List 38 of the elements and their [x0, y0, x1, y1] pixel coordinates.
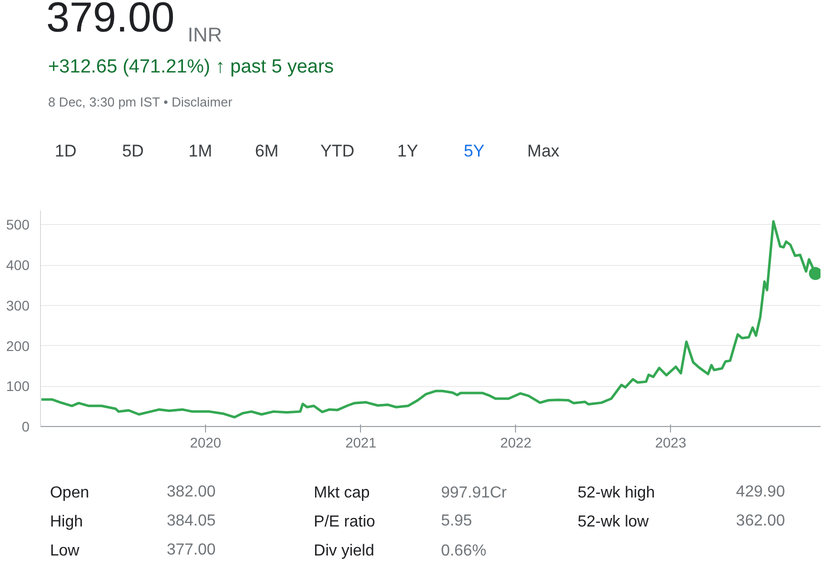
- text: 5D: [122, 142, 144, 160]
- text: P/E ratio: [314, 514, 376, 530]
- text: 384.05: [166, 512, 216, 530]
- text: High: [50, 514, 83, 530]
- text: 0.66%: [440, 542, 486, 560]
- text: 429.90: [736, 484, 786, 500]
- chart-subtitle: +312.65 (471.21%) ↑ past 5 years: [48, 56, 334, 78]
- x-tick-label: 2023: [655, 434, 686, 450]
- text: Mkt cap: [314, 484, 370, 502]
- x-tick-label: 2022: [500, 434, 532, 450]
- text: 377.00: [166, 542, 216, 558]
- text: Max: [527, 142, 560, 160]
- y-tick-label: 0: [22, 418, 30, 434]
- x-tick-label: 2021: [345, 434, 377, 450]
- text: 997.91Cr: [440, 484, 508, 502]
- y-tick-label: 300: [6, 297, 30, 314]
- text: Div yield: [314, 542, 374, 560]
- y-tick-label: 100: [6, 378, 30, 394]
- text: 52-wk low: [578, 514, 650, 530]
- y-tick-label: 500: [6, 216, 30, 233]
- text: 382.00: [166, 484, 216, 500]
- text: 5.95: [440, 512, 472, 530]
- text: 1D: [54, 142, 76, 160]
- x-tick-label: 2020: [190, 434, 222, 450]
- text: INR: [188, 24, 222, 46]
- text: 1M: [188, 142, 212, 160]
- chart-title: 379.00: [46, 0, 175, 40]
- y-tick-label: 200: [6, 338, 30, 354]
- y-tick-label: 400: [6, 257, 30, 274]
- text: 362.00: [736, 512, 786, 530]
- text: Low: [50, 542, 80, 560]
- text: 8 Dec, 3:30 pm IST • Disclaimer: [48, 94, 233, 110]
- text: YTD: [320, 142, 354, 160]
- text: 1Y: [397, 142, 418, 160]
- text: 5Y: [464, 142, 485, 160]
- text: 6M: [254, 142, 279, 160]
- text: 52-wk high: [578, 484, 655, 502]
- text: Open: [50, 484, 90, 502]
